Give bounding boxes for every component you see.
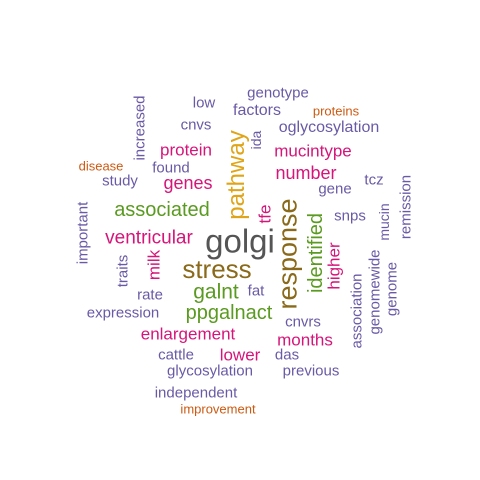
word-association: association: [348, 273, 366, 349]
word-expression: expression: [86, 304, 160, 322]
word-golgi: golgi: [205, 222, 275, 260]
word-rate: rate: [137, 286, 163, 304]
word-snps: snps: [334, 207, 366, 225]
word-traits: traits: [114, 254, 132, 288]
word-proteins: proteins: [312, 103, 360, 119]
word-protein: protein: [160, 140, 212, 160]
word-enlargement: enlargement: [140, 324, 236, 344]
word-genes: genes: [163, 173, 213, 193]
word-identified: identified: [305, 212, 327, 294]
word-disease: disease: [78, 158, 124, 174]
word-higher: higher: [324, 242, 344, 290]
word-months: months: [277, 330, 333, 350]
word-pathway: pathway: [223, 130, 250, 220]
word-fat: fat: [247, 282, 265, 300]
word-cattle: cattle: [158, 346, 194, 364]
word-independent: independent: [154, 384, 238, 402]
word-milk: milk: [144, 249, 164, 281]
word-genome: genome: [383, 261, 401, 317]
word-mucin: mucin: [376, 203, 392, 241]
word-increased: increased: [131, 95, 149, 161]
word-response: response: [272, 198, 303, 310]
word-associated: associated: [114, 199, 210, 221]
word-mucintype: mucintype: [274, 141, 352, 161]
word-important: important: [74, 201, 92, 265]
word-das: das: [274, 346, 300, 364]
word-low: low: [192, 94, 216, 112]
word-number: number: [275, 163, 337, 183]
word-stress: stress: [182, 254, 252, 284]
word-study: study: [102, 172, 138, 190]
word-factors: factors: [232, 102, 282, 119]
word-ida: ida: [248, 130, 264, 150]
word-gene: gene: [318, 180, 352, 198]
word-improvement: improvement: [180, 401, 256, 417]
word-remission: remission: [397, 174, 415, 240]
word-ventricular: ventricular: [105, 227, 193, 249]
word-tfe: tfe: [255, 204, 275, 224]
word-genotype: genotype: [247, 84, 309, 102]
word-cnvrs: cnvrs: [285, 313, 321, 331]
word-cnvs: cnvs: [180, 116, 212, 134]
word-genomewide: genomewide: [366, 249, 384, 335]
word-oglycosylation: oglycosylation: [278, 119, 380, 136]
word-galnt: galnt: [193, 280, 239, 304]
word-ppgalnact: ppgalnact: [185, 302, 273, 324]
word-lower: lower: [219, 345, 261, 365]
word-tcz: tcz: [364, 171, 384, 189]
word-glycosylation: glycosylation: [167, 362, 253, 380]
word-found: found: [152, 159, 190, 177]
word-previous: previous: [282, 362, 340, 380]
